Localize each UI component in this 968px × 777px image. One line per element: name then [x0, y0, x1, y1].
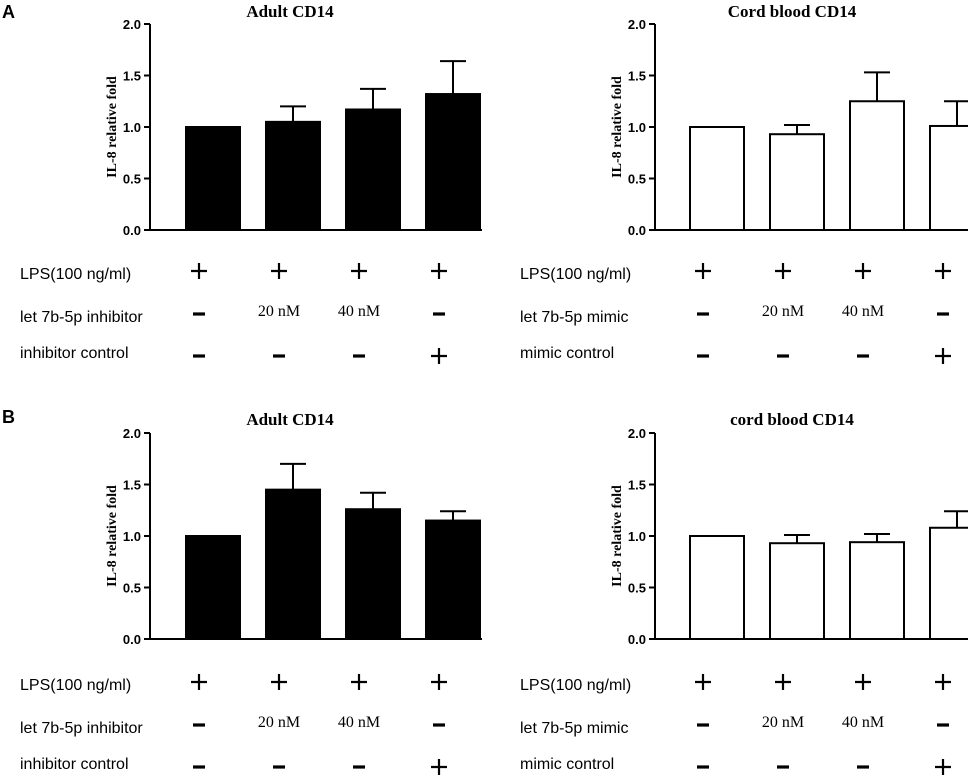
plus-sign — [191, 674, 207, 690]
y-tick-label: 2.0 — [628, 17, 646, 32]
chart-title: Adult CD14 — [246, 410, 334, 429]
concentration-label: 40 nM — [338, 714, 380, 731]
y-axis-label: IL-8 relative fold — [105, 76, 120, 178]
plus-sign — [855, 674, 871, 690]
bar — [769, 542, 825, 641]
concentration-label: 40 nM — [842, 303, 884, 320]
plus-sign — [935, 674, 951, 690]
condition-row-label: inhibitor control — [20, 756, 129, 773]
concentration-label: 20 nM — [762, 714, 804, 731]
concentration-label: 20 nM — [258, 714, 300, 731]
plus-sign — [775, 674, 791, 690]
y-tick-label: 1.0 — [628, 529, 646, 544]
bar — [689, 126, 745, 231]
plus-sign — [431, 348, 447, 364]
y-tick-label: 1.5 — [123, 478, 141, 493]
panel-letter-b: B — [2, 407, 15, 427]
bar — [185, 126, 241, 231]
bar — [689, 535, 745, 640]
bar — [929, 526, 968, 641]
plus-sign — [695, 674, 711, 690]
plus-sign — [351, 263, 367, 279]
chart-title: Adult CD14 — [246, 2, 334, 21]
chart-1: Adult CD14 IL-8 relative fold 0.0 0.5 1.0 1.5… — [20, 2, 482, 364]
y-tick-label: 2.0 — [628, 426, 646, 441]
plus-sign — [271, 674, 287, 690]
condition-row-label: inhibitor control — [20, 345, 129, 362]
condition-row-label: mimic control — [520, 345, 614, 362]
condition-row-label: LPS(100 ng/ml) — [20, 266, 131, 283]
y-tick-label: 0.0 — [628, 632, 646, 647]
y-tick-label: 0.0 — [123, 632, 141, 647]
bar — [345, 508, 401, 640]
bar — [929, 124, 968, 231]
y-tick-label: 2.0 — [123, 17, 141, 32]
condition-row-label: LPS(100 ng/ml) — [520, 677, 631, 694]
plus-sign — [695, 263, 711, 279]
y-tick-label: 2.0 — [123, 426, 141, 441]
condition-row-label: LPS(100 ng/ml) — [20, 677, 131, 694]
y-tick-label: 1.0 — [123, 529, 141, 544]
plus-sign — [855, 263, 871, 279]
y-tick-label: 1.0 — [123, 120, 141, 135]
plus-sign — [191, 263, 207, 279]
chart-title: cord blood CD14 — [730, 410, 854, 429]
plus-sign — [431, 263, 447, 279]
plus-sign — [271, 263, 287, 279]
bar — [849, 541, 905, 640]
y-tick-label: 0.0 — [123, 223, 141, 238]
charts-group: Adult CD14 IL-8 relative fold 0.0 0.5 1.0 1.5… — [20, 2, 968, 775]
y-tick-label: 0.5 — [123, 172, 141, 187]
bar — [425, 93, 481, 232]
y-tick-label: 1.5 — [123, 69, 141, 84]
chart-4: cord blood CD14 IL-8 relative fold 0.0 0.5 1… — [520, 410, 968, 775]
chart-3: Adult CD14 IL-8 relative fold 0.0 0.5 1.0 1.5… — [20, 410, 482, 775]
chart-2: Cord blood CD14 IL-8 relative fold 0.0 0.5 1… — [520, 2, 968, 364]
bar — [425, 519, 481, 640]
condition-row-label: let 7b-5p inhibitor — [20, 720, 143, 737]
y-tick-label: 1.0 — [628, 120, 646, 135]
y-tick-label: 0.5 — [628, 581, 646, 596]
panel-letter-a: A — [2, 2, 15, 22]
concentration-label: 20 nM — [762, 303, 804, 320]
plus-sign — [935, 348, 951, 364]
condition-row-label: let 7b-5p mimic — [520, 309, 628, 326]
condition-row-label: let 7b-5p inhibitor — [20, 309, 143, 326]
y-tick-label: 1.5 — [628, 69, 646, 84]
bar — [769, 133, 825, 232]
y-axis-label: IL-8 relative fold — [105, 485, 120, 587]
y-axis-label: IL-8 relative fold — [610, 485, 625, 587]
condition-row-label: let 7b-5p mimic — [520, 720, 628, 737]
bar — [345, 108, 401, 231]
condition-row-label: mimic control — [520, 756, 614, 773]
y-tick-label: 0.5 — [628, 172, 646, 187]
condition-row-label: LPS(100 ng/ml) — [520, 266, 631, 283]
bar — [849, 100, 905, 231]
plus-sign — [351, 674, 367, 690]
concentration-label: 40 nM — [842, 714, 884, 731]
bar — [265, 488, 321, 640]
y-tick-label: 0.5 — [123, 581, 141, 596]
concentration-label: 40 nM — [338, 303, 380, 320]
bar — [185, 535, 241, 640]
chart-title: Cord blood CD14 — [728, 2, 857, 21]
plus-sign — [431, 759, 447, 775]
plus-sign — [935, 263, 951, 279]
plus-sign — [431, 674, 447, 690]
y-tick-label: 1.5 — [628, 478, 646, 493]
bar — [265, 120, 321, 231]
y-axis-label: IL-8 relative fold — [610, 76, 625, 178]
plus-sign — [935, 759, 951, 775]
concentration-label: 20 nM — [258, 303, 300, 320]
y-tick-label: 0.0 — [628, 223, 646, 238]
plus-sign — [775, 263, 791, 279]
